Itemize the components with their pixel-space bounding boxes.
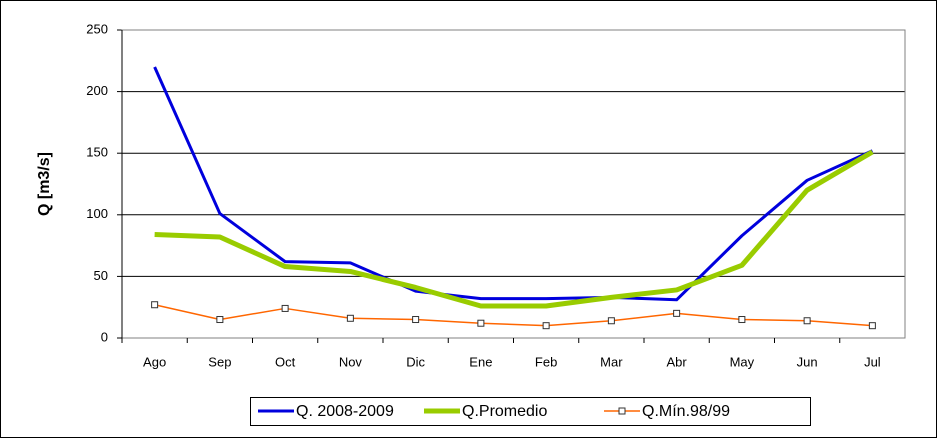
legend-label: Q.Promedio <box>462 403 547 420</box>
point-marker <box>151 301 159 309</box>
point-marker <box>803 317 811 325</box>
x-tick-label: Jun <box>797 354 818 369</box>
point-marker <box>216 316 224 324</box>
x-tick-label: Jul <box>864 354 881 369</box>
y-tick-label: 150 <box>86 145 108 160</box>
legend-label: Q.Mín.98/99 <box>642 403 730 420</box>
point-marker <box>607 317 615 325</box>
legend-label: Q. 2008-2009 <box>296 403 394 420</box>
y-tick-label: 0 <box>101 329 108 344</box>
x-tick-label: Abr <box>667 354 688 369</box>
point-marker <box>673 309 681 317</box>
legend-box <box>250 397 811 426</box>
x-tick-label: Nov <box>339 354 363 369</box>
series-line <box>153 66 873 302</box>
x-tick-label: Oct <box>275 354 296 369</box>
x-tick-label: Sep <box>208 354 231 369</box>
y-tick-label: 100 <box>86 206 108 221</box>
y-tick-label: 50 <box>94 268 108 283</box>
point-marker <box>477 319 485 327</box>
x-tick-label: Ago <box>143 354 166 369</box>
y-axis-label: Q [m3/s] <box>36 152 53 216</box>
point-marker <box>738 316 746 324</box>
y-tick-label: 250 <box>86 21 108 36</box>
series-line <box>154 149 874 309</box>
y-tick-label: 200 <box>86 83 108 98</box>
point-marker <box>868 322 876 330</box>
series-line <box>154 304 873 327</box>
point-marker <box>346 314 354 322</box>
legend-marker <box>618 407 626 415</box>
x-tick-label: Feb <box>535 354 557 369</box>
x-tick-label: May <box>730 354 755 369</box>
x-tick-label: Ene <box>469 354 492 369</box>
x-tick-label: Mar <box>600 354 623 369</box>
x-tick-label: Dic <box>406 354 425 369</box>
point-marker <box>412 316 420 324</box>
point-marker <box>542 322 550 330</box>
point-marker <box>281 304 289 312</box>
